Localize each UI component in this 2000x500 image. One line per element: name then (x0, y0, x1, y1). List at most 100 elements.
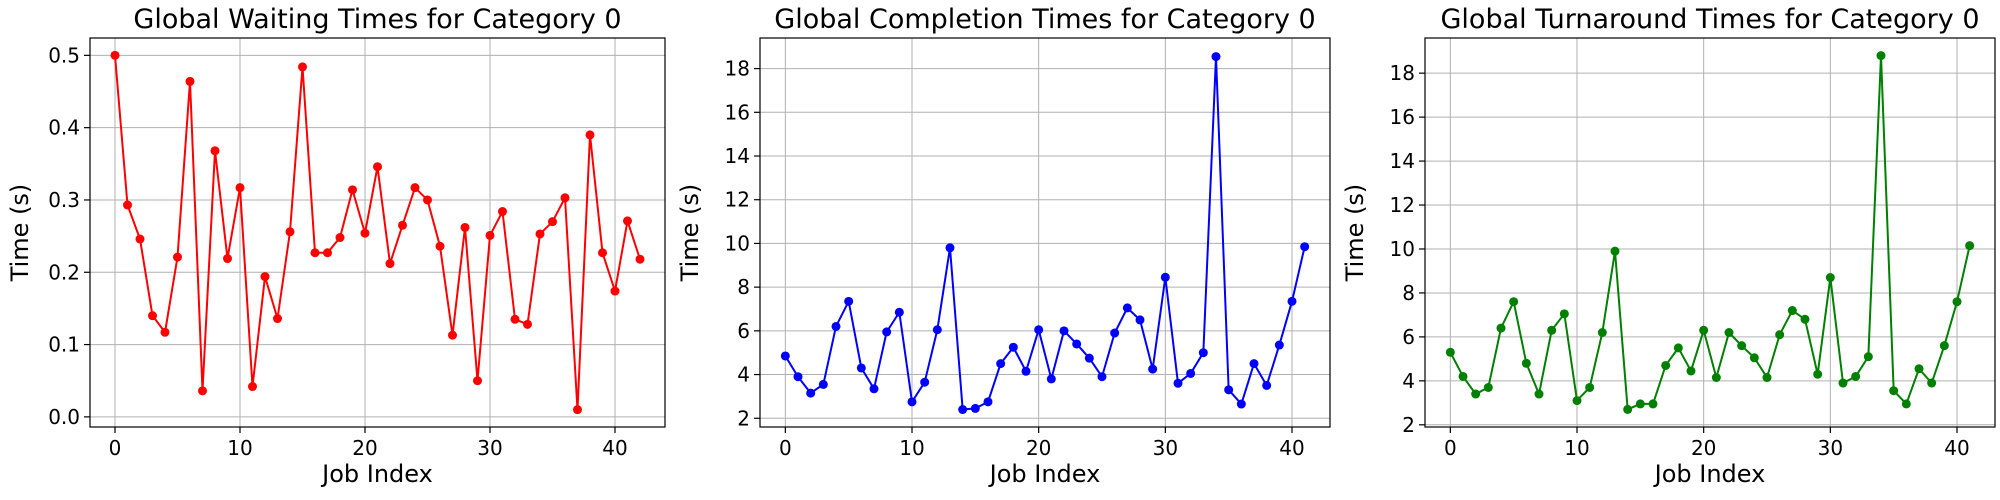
data-point (1559, 309, 1569, 319)
data-point (1059, 326, 1069, 336)
data-point (1699, 325, 1709, 335)
y-axis-label: Time (s) (676, 184, 704, 283)
y-tick-label: 18 (1390, 61, 1415, 85)
y-tick-label: 10 (725, 231, 750, 255)
y-tick-label: 8 (737, 275, 750, 299)
data-point (373, 162, 382, 172)
data-point (460, 222, 470, 232)
data-point (173, 252, 182, 262)
data-point (958, 405, 968, 415)
x-axis-label: Job Index (1653, 460, 1766, 488)
data-point (1610, 246, 1620, 256)
data-point (1046, 374, 1056, 384)
y-tick-label: 18 (725, 57, 750, 81)
data-point (1863, 352, 1873, 362)
data-point (1813, 369, 1823, 379)
data-point (1534, 389, 1544, 399)
y-tick-label: 0.5 (48, 43, 80, 67)
data-point (335, 233, 345, 243)
data-point (1838, 378, 1848, 388)
data-point (385, 259, 395, 269)
data-point (148, 311, 157, 321)
x-tick-label: 10 (899, 436, 924, 460)
plot-frame (1424, 37, 1996, 428)
data-point (360, 228, 370, 238)
x-tick-label: 0 (779, 436, 792, 460)
data-point (1939, 341, 1949, 351)
data-point (869, 384, 879, 394)
x-tick-label: 20 (1026, 436, 1051, 460)
chart-panel-0: 0 10 20 30 40 0.0 0.1 0.2 0.3 0.4 0.5 Global Waitin… (6, 4, 666, 488)
x-tick-label: 30 (477, 436, 502, 460)
data-point (1901, 399, 1911, 409)
data-point (1224, 385, 1234, 395)
data-point (635, 254, 645, 264)
data-point (1686, 366, 1696, 376)
x-tick-label: 10 (1564, 436, 1589, 460)
data-point (1547, 325, 1557, 335)
data-point (260, 272, 270, 282)
y-tick-label: 10 (1390, 237, 1415, 261)
chart-panel-2: 0 10 20 30 40 2 4 6 8 10 12 14 16 18 Global Turnaround… (1341, 4, 1996, 488)
data-point (1914, 364, 1924, 374)
data-point (1623, 404, 1633, 414)
data-point (535, 229, 545, 239)
data-point (780, 351, 790, 361)
y-tick-label: 6 (737, 319, 750, 343)
data-point (996, 359, 1006, 369)
data-point (882, 327, 892, 337)
data-point (844, 296, 854, 306)
y-tick-label: 0.0 (48, 405, 80, 429)
data-point (1521, 358, 1531, 368)
data-point (423, 195, 432, 205)
y-axis-label: Time (s) (6, 184, 34, 283)
y-tick-label: 0.4 (48, 116, 80, 140)
data-point (623, 216, 632, 226)
x-tick-label: 40 (1279, 436, 1304, 460)
y-tick-label: 8 (1402, 281, 1415, 305)
data-point (1889, 386, 1899, 396)
data-point (1952, 297, 1962, 307)
data-point (1084, 353, 1094, 363)
data-point (448, 330, 457, 340)
y-tick-label: 0.2 (48, 260, 80, 284)
data-point (1135, 315, 1145, 325)
data-point (1236, 399, 1246, 409)
data-point (1724, 327, 1734, 337)
data-point (1635, 399, 1645, 409)
data-point (1800, 314, 1810, 324)
data-point (248, 382, 257, 392)
data-point (573, 405, 582, 415)
data-point (210, 146, 220, 156)
data-point (1445, 347, 1455, 357)
data-point (1458, 371, 1468, 381)
plot-frame (89, 37, 666, 428)
y-axis-label: Time (s) (1341, 184, 1369, 283)
data-point (323, 248, 332, 258)
data-point (1876, 51, 1886, 61)
y-tick-label: 14 (725, 144, 750, 168)
data-point (285, 227, 295, 237)
data-point (1572, 396, 1582, 406)
data-point (473, 376, 482, 386)
y-tick-label: 0.3 (48, 188, 80, 212)
data-point (970, 403, 980, 413)
y-tick-label: 14 (1390, 149, 1415, 173)
data-point (1072, 339, 1082, 349)
y-tick-label: 4 (737, 363, 750, 387)
data-point (110, 50, 120, 60)
data-point (1249, 359, 1259, 369)
data-point (523, 319, 532, 329)
data-point (1927, 378, 1937, 388)
data-point (1034, 325, 1044, 335)
data-point (598, 248, 607, 258)
data-point (1749, 353, 1759, 363)
x-axis-label: Job Index (988, 460, 1101, 488)
data-point (610, 286, 620, 296)
data-point (310, 248, 320, 258)
data-point (1186, 368, 1196, 378)
x-tick-label: 40 (602, 436, 627, 460)
x-axis-label: Job Index (320, 460, 433, 488)
chart-title: Global Completion Times for Category 0 (774, 4, 1315, 35)
y-tick-label: 4 (1402, 369, 1415, 393)
